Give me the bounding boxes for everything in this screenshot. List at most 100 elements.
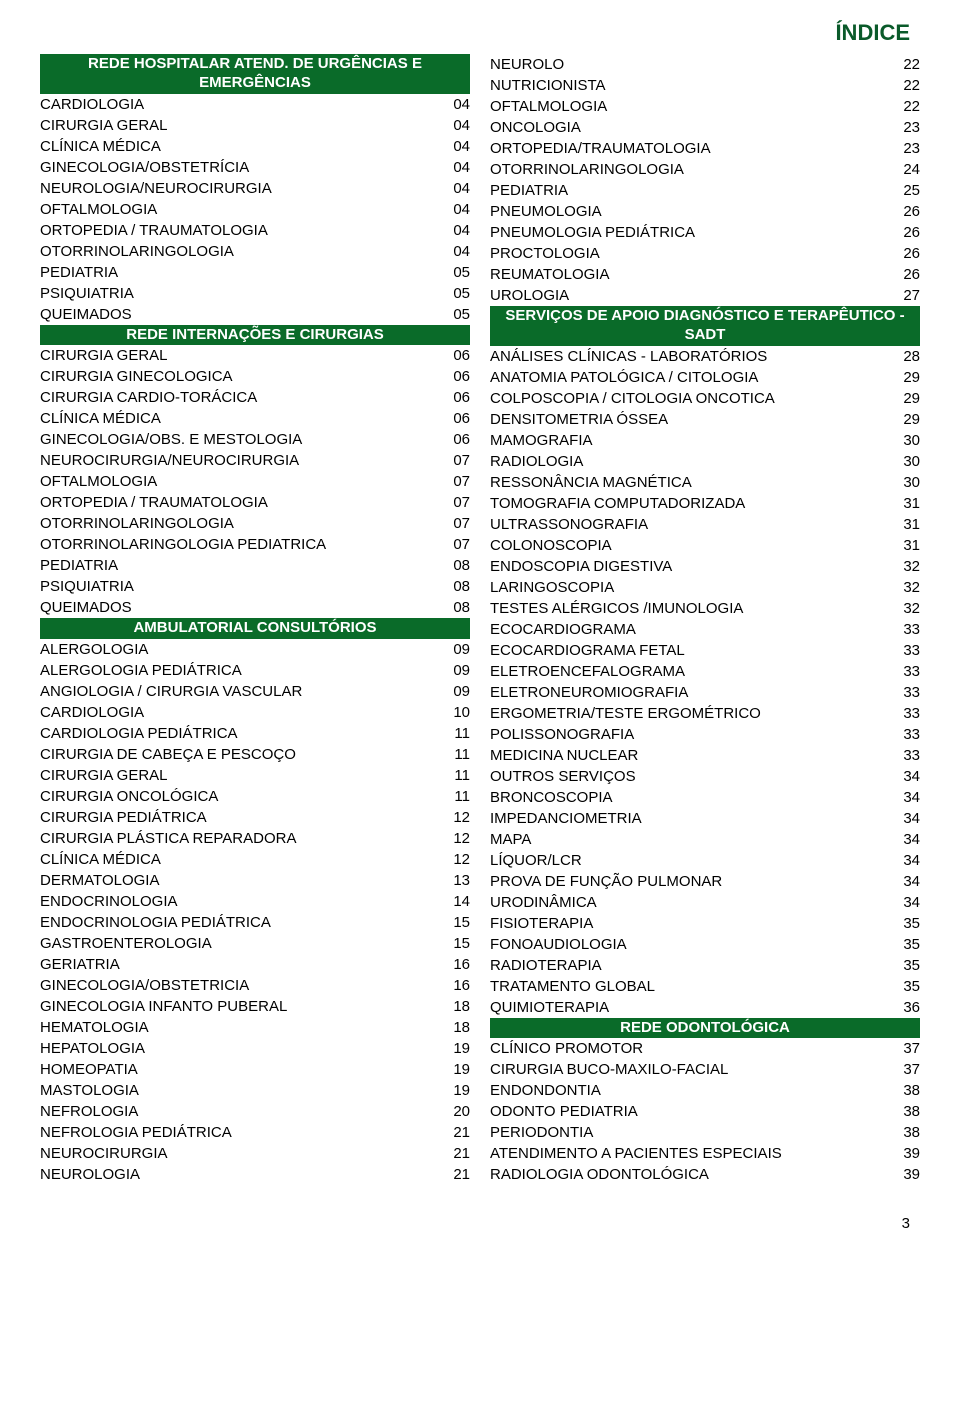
index-row-label: NEUROCIRURGIA/NEUROCIRURGIA: [40, 450, 442, 471]
index-row-page: 04: [442, 241, 470, 262]
index-row: HOMEOPATIA19: [40, 1059, 470, 1080]
index-row-page: 32: [892, 598, 920, 619]
index-row-page: 11: [442, 765, 470, 786]
index-row: CARDIOLOGIA PEDIÁTRICA11: [40, 723, 470, 744]
index-row: PSIQUIATRIA08: [40, 576, 470, 597]
index-row-label: ELETRONEUROMIOGRAFIA: [490, 682, 892, 703]
index-row-page: 22: [892, 54, 920, 75]
index-row-label: CIRURGIA DE CABEÇA E PESCOÇO: [40, 744, 442, 765]
index-row-label: PSIQUIATRIA: [40, 576, 442, 597]
index-row-label: HEPATOLOGIA: [40, 1038, 442, 1059]
index-row-page: 39: [892, 1143, 920, 1164]
index-row: ENDONDONTIA38: [490, 1080, 920, 1101]
right-column: NEUROLO22NUTRICIONISTA22OFTALMOLOGIA22ON…: [490, 54, 920, 1185]
index-row-label: CIRURGIA GERAL: [40, 115, 442, 136]
index-row: CIRURGIA PEDIÁTRICA12: [40, 807, 470, 828]
index-row: FISIOTERAPIA35: [490, 913, 920, 934]
index-row: ALERGOLOGIA PEDIÁTRICA09: [40, 660, 470, 681]
index-row: PROCTOLOGIA26: [490, 243, 920, 264]
index-row-label: PERIODONTIA: [490, 1122, 892, 1143]
index-row-label: ENDOSCOPIA DIGESTIVA: [490, 556, 892, 577]
index-row-label: OTORRINOLARINGOLOGIA: [40, 241, 442, 262]
index-row: TRATAMENTO GLOBAL35: [490, 976, 920, 997]
index-row-page: 34: [892, 829, 920, 850]
index-row: RADIOTERAPIA35: [490, 955, 920, 976]
index-row-page: 18: [442, 996, 470, 1017]
index-row-label: PNEUMOLOGIA PEDIÁTRICA: [490, 222, 892, 243]
index-row: NEFROLOGIA20: [40, 1101, 470, 1122]
index-row-label: MEDICINA NUCLEAR: [490, 745, 892, 766]
index-row-page: 34: [892, 808, 920, 829]
page-number: 3: [40, 1215, 920, 1232]
index-row: FONOAUDIOLOGIA35: [490, 934, 920, 955]
index-row-page: 16: [442, 975, 470, 996]
index-row: RADIOLOGIA ODONTOLÓGICA39: [490, 1164, 920, 1185]
index-row: HEMATOLOGIA18: [40, 1017, 470, 1038]
index-row-label: LARINGOSCOPIA: [490, 577, 892, 598]
index-row-label: ERGOMETRIA/TESTE ERGOMÉTRICO: [490, 703, 892, 724]
index-row-label: POLISSONOGRAFIA: [490, 724, 892, 745]
index-row-label: REUMATOLOGIA: [490, 264, 892, 285]
index-row: ONCOLOGIA23: [490, 117, 920, 138]
index-row-label: CIRURGIA PEDIÁTRICA: [40, 807, 442, 828]
index-row-page: 26: [892, 201, 920, 222]
index-row-page: 34: [892, 766, 920, 787]
index-row-page: 04: [442, 136, 470, 157]
index-row-label: CIRURGIA PLÁSTICA REPARADORA: [40, 828, 442, 849]
index-row-page: 08: [442, 555, 470, 576]
index-row-page: 36: [892, 997, 920, 1018]
index-row-page: 15: [442, 933, 470, 954]
index-row: COLPOSCOPIA / CITOLOGIA ONCOTICA29: [490, 388, 920, 409]
left-column: REDE HOSPITALAR ATEND. DE URGÊNCIAS E EM…: [40, 54, 470, 1185]
index-row-label: ALERGOLOGIA: [40, 639, 442, 660]
index-row: QUEIMADOS08: [40, 597, 470, 618]
index-row-label: ONCOLOGIA: [490, 117, 892, 138]
index-row-page: 11: [442, 786, 470, 807]
index-row-page: 34: [892, 787, 920, 808]
index-row: ULTRASSONOGRAFIA31: [490, 514, 920, 535]
index-row-label: HOMEOPATIA: [40, 1059, 442, 1080]
index-row: ORTOPEDIA / TRAUMATOLOGIA04: [40, 220, 470, 241]
index-row: RESSONÂNCIA MAGNÉTICA30: [490, 472, 920, 493]
index-row: NEUROLOGIA/NEUROCIRURGIA04: [40, 178, 470, 199]
index-row-page: 29: [892, 388, 920, 409]
index-row: ANGIOLOGIA / CIRURGIA VASCULAR09: [40, 681, 470, 702]
index-row-page: 06: [442, 366, 470, 387]
index-row: DENSITOMETRIA ÓSSEA29: [490, 409, 920, 430]
index-row-label: MAPA: [490, 829, 892, 850]
index-row-page: 33: [892, 661, 920, 682]
index-row-page: 06: [442, 345, 470, 366]
index-row-page: 34: [892, 850, 920, 871]
index-row: LARINGOSCOPIA32: [490, 577, 920, 598]
index-row-page: 07: [442, 450, 470, 471]
index-row-label: TESTES ALÉRGICOS /IMUNOLOGIA: [490, 598, 892, 619]
index-row: PEDIATRIA08: [40, 555, 470, 576]
index-row-label: NEUROCIRURGIA: [40, 1143, 442, 1164]
index-row-page: 08: [442, 597, 470, 618]
index-row-page: 04: [442, 94, 470, 115]
index-row-page: 33: [892, 703, 920, 724]
index-row-label: ECOCARDIOGRAMA FETAL: [490, 640, 892, 661]
index-row: LÍQUOR/LCR34: [490, 850, 920, 871]
index-row-page: 21: [442, 1122, 470, 1143]
index-row-page: 19: [442, 1059, 470, 1080]
index-row-label: RADIOTERAPIA: [490, 955, 892, 976]
index-row: OTORRINOLARINGOLOGIA24: [490, 159, 920, 180]
index-row: CIRURGIA BUCO-MAXILO-FACIAL37: [490, 1059, 920, 1080]
index-row-label: CLÍNICA MÉDICA: [40, 136, 442, 157]
index-row-label: GINECOLOGIA INFANTO PUBERAL: [40, 996, 442, 1017]
index-row-page: 30: [892, 430, 920, 451]
index-row: CLÍNICA MÉDICA06: [40, 408, 470, 429]
index-row: GINECOLOGIA INFANTO PUBERAL18: [40, 996, 470, 1017]
index-row-label: MAMOGRAFIA: [490, 430, 892, 451]
index-row-page: 37: [892, 1038, 920, 1059]
index-row-label: ENDOCRINOLOGIA PEDIÁTRICA: [40, 912, 442, 933]
index-row: PROVA DE FUNÇÃO PULMONAR34: [490, 871, 920, 892]
index-row: CARDIOLOGIA10: [40, 702, 470, 723]
index-row-label: CIRURGIA GINECOLOGICA: [40, 366, 442, 387]
index-row: NEFROLOGIA PEDIÁTRICA21: [40, 1122, 470, 1143]
index-row-label: PROCTOLOGIA: [490, 243, 892, 264]
index-row: NEUROLOGIA21: [40, 1164, 470, 1185]
index-row-page: 10: [442, 702, 470, 723]
index-row-label: PEDIATRIA: [40, 555, 442, 576]
